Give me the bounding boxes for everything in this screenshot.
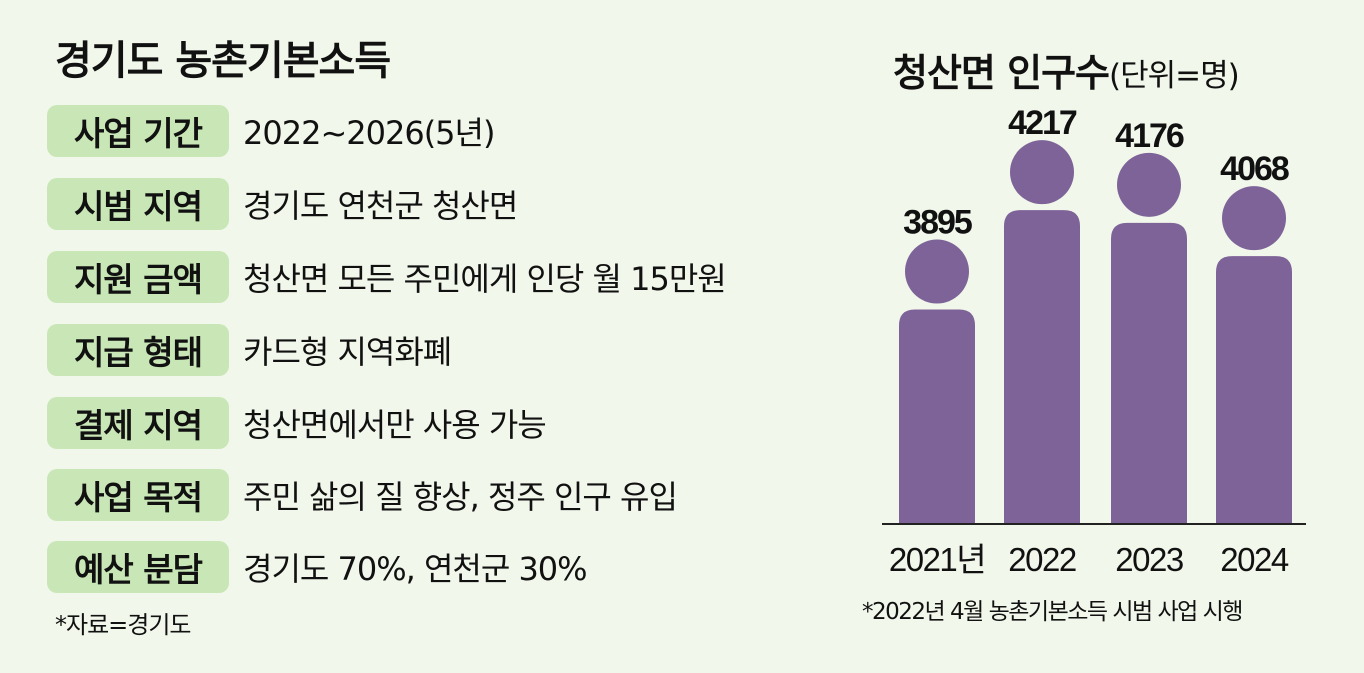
- chart-title: 청산면 인구수(단위=명): [893, 42, 1240, 97]
- x-tick-label: 2024: [1220, 541, 1289, 578]
- info-title: 경기도 농촌기본소득: [55, 38, 391, 84]
- chart-footnote: *2022년 4월 농촌기본소득 시범 사업 시행: [862, 599, 1243, 625]
- bar-head-2021년: [905, 239, 969, 304]
- data-label: 4068: [1220, 150, 1289, 188]
- info-label: 사업 목적: [47, 469, 229, 521]
- x-tick-label: 2023: [1115, 541, 1183, 578]
- info-value: 청산면에서만 사용 가능: [243, 406, 547, 444]
- source-note: *자료=경기도: [55, 611, 192, 639]
- info-label: 지원 금액: [47, 251, 229, 303]
- x-tick-label: 2022: [1008, 541, 1076, 578]
- bar-head-2023: [1117, 152, 1181, 217]
- data-label: 4217: [1008, 104, 1077, 142]
- info-row-amount: 지원 금액 청산면 모든 주민에게 인당 월 15만원: [47, 251, 727, 303]
- info-label: 결제 지역: [47, 397, 229, 449]
- info-value: 카드형 지역화폐: [243, 333, 452, 371]
- info-row-region: 시범 지역 경기도 연천군 청산면: [47, 178, 518, 230]
- info-row-period: 사업 기간 2022~2026(5년): [47, 105, 495, 157]
- chart-title-main: 청산면 인구수: [893, 51, 1110, 95]
- bar-body-2021년: [899, 309, 975, 524]
- info-label: 시범 지역: [47, 178, 229, 230]
- info-row-budget: 예산 분담 경기도 70%, 연천군 30%: [47, 541, 588, 593]
- x-tick-label: 2021년: [889, 541, 985, 578]
- info-row-payment-type: 지급 형태 카드형 지역화폐: [47, 324, 452, 376]
- bar-head-2024: [1222, 186, 1286, 251]
- info-row-purpose: 사업 목적 주민 삶의 질 향상, 정주 인구 유입: [47, 469, 678, 521]
- info-value: 청산면 모든 주민에게 인당 월 15만원: [243, 260, 727, 298]
- info-label: 예산 분담: [47, 541, 229, 593]
- info-value: 경기도 70%, 연천군 30%: [243, 550, 588, 588]
- info-label: 사업 기간: [47, 105, 229, 157]
- info-value: 2022~2026(5년): [243, 114, 495, 152]
- info-label: 지급 형태: [47, 324, 229, 376]
- chart-unit: (단위=명): [1109, 58, 1240, 94]
- bar-body-2022: [1004, 210, 1080, 524]
- info-value: 경기도 연천군 청산면: [243, 187, 518, 225]
- data-label: 4176: [1115, 117, 1184, 155]
- bar-body-2023: [1111, 222, 1187, 524]
- data-label: 3895: [903, 204, 972, 242]
- info-list: 사업 기간 2022~2026(5년) 시범 지역 경기도 연천군 청산면 지원…: [47, 0, 847, 673]
- bar-head-2022: [1010, 140, 1074, 205]
- info-row-payment-area: 결제 지역 청산면에서만 사용 가능: [47, 397, 547, 449]
- info-value: 주민 삶의 질 향상, 정주 인구 유입: [243, 478, 678, 516]
- bar-body-2024: [1216, 256, 1292, 524]
- population-chart: 3895 2021년 4217 2022 4176 2023 4068 2024: [882, 104, 1306, 578]
